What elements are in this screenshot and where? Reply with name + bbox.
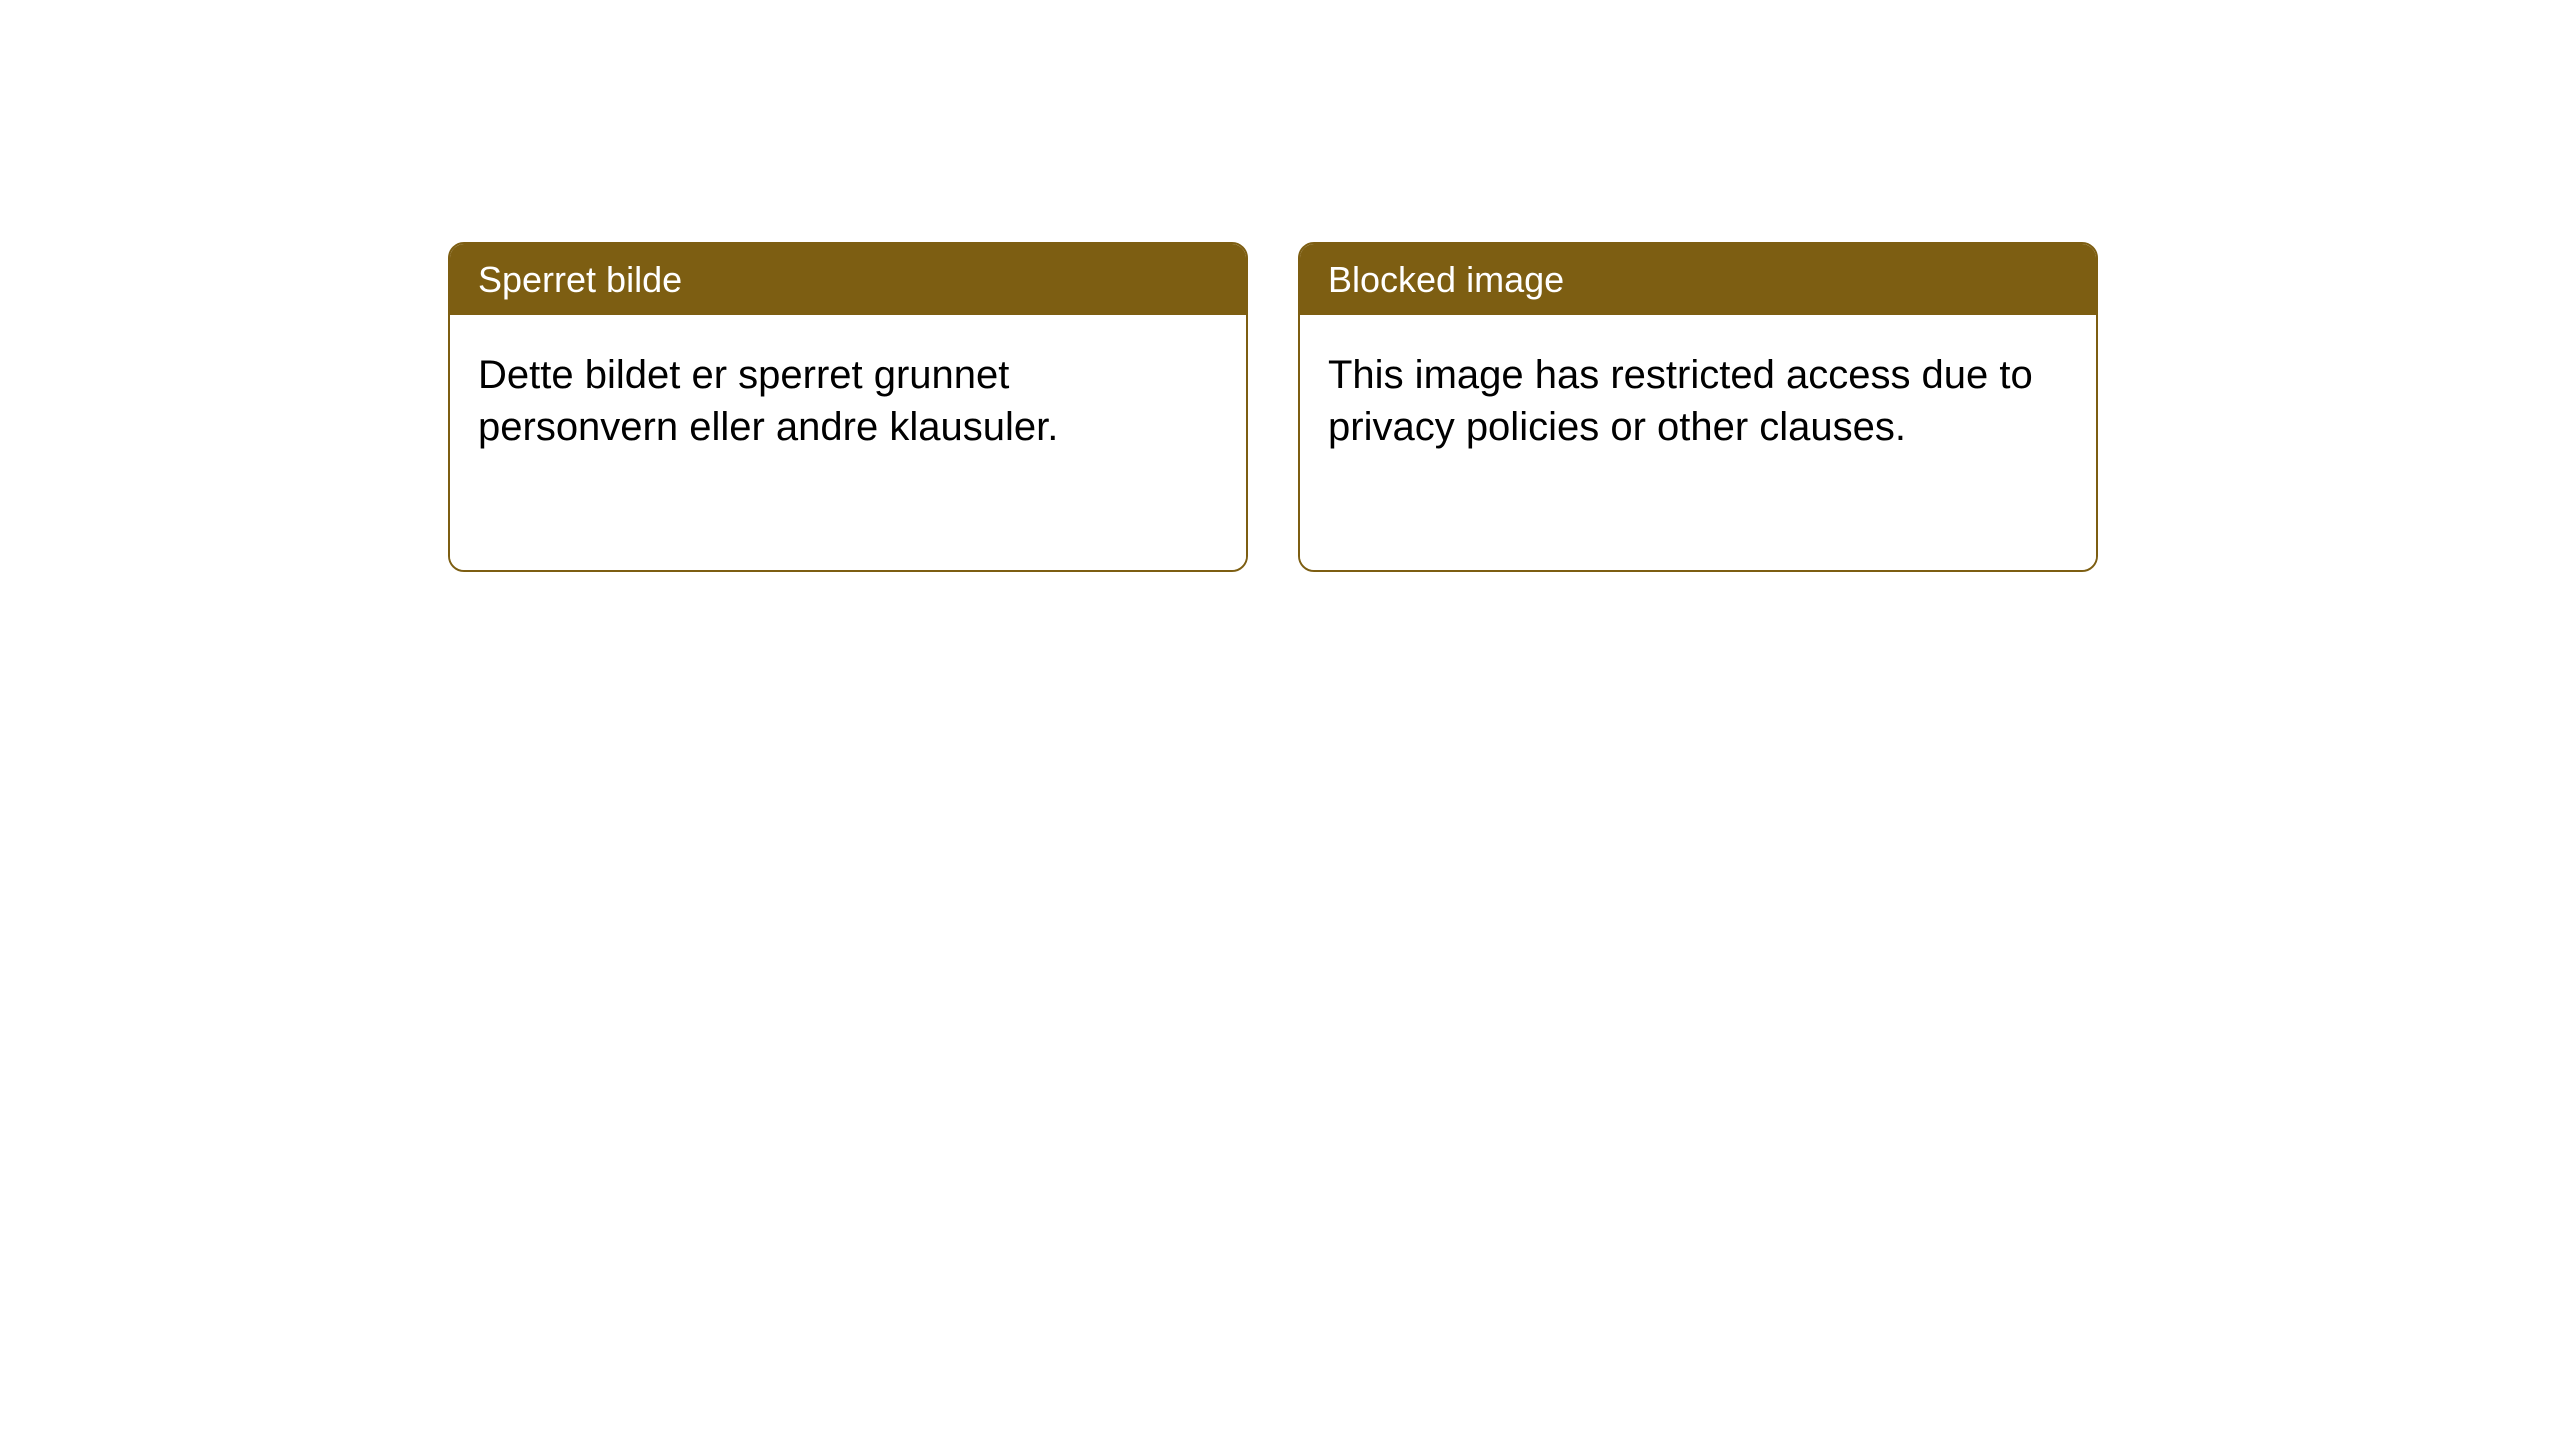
notice-message: This image has restricted access due to …: [1328, 353, 2033, 449]
notice-header: Sperret bilde: [450, 244, 1246, 315]
notice-body: Dette bildet er sperret grunnet personve…: [450, 315, 1246, 570]
notice-card-norwegian: Sperret bilde Dette bildet er sperret gr…: [448, 242, 1248, 572]
notice-title: Blocked image: [1328, 259, 1564, 300]
notice-header: Blocked image: [1300, 244, 2096, 315]
notice-container: Sperret bilde Dette bildet er sperret gr…: [0, 0, 2560, 572]
notice-body: This image has restricted access due to …: [1300, 315, 2096, 570]
notice-card-english: Blocked image This image has restricted …: [1298, 242, 2098, 572]
notice-title: Sperret bilde: [478, 259, 682, 300]
notice-message: Dette bildet er sperret grunnet personve…: [478, 353, 1058, 449]
